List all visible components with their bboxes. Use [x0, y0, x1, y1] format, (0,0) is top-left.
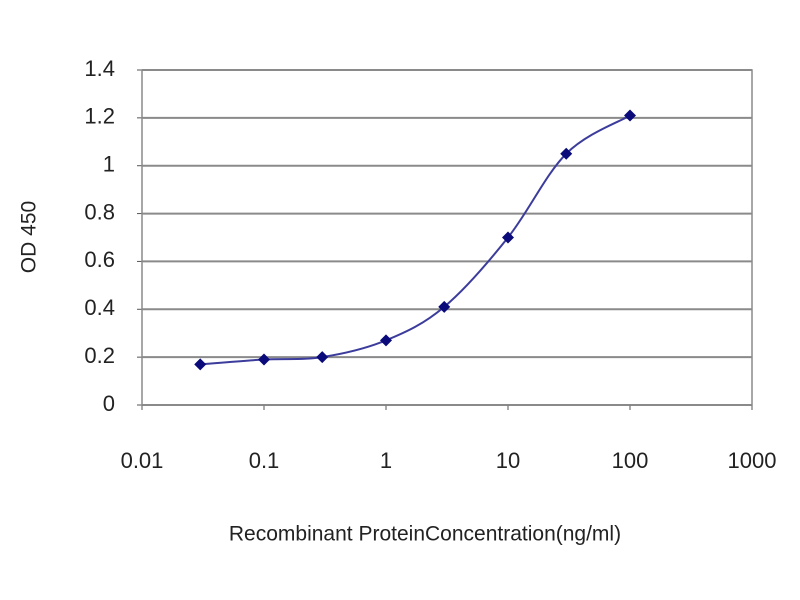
x-tick-label: 100: [612, 448, 649, 473]
marker: [316, 351, 329, 364]
marker: [560, 147, 573, 160]
y-tick-label: 0.8: [84, 199, 115, 224]
x-tick-label: 1: [380, 448, 392, 473]
x-tick-label: 0.01: [121, 448, 164, 473]
x-axis-label: Recombinant ProteinConcentration(ng/ml): [229, 523, 621, 546]
marker: [624, 109, 636, 122]
x-tick-label: 0.1: [249, 448, 280, 473]
marker: [438, 300, 451, 313]
y-tick-label: 0.2: [84, 343, 115, 368]
y-axis-label: OD 450: [18, 201, 41, 273]
y-tick-label: 1: [103, 152, 115, 177]
marker: [258, 353, 270, 366]
x-tick-label: 1000: [728, 448, 777, 473]
plot-frame: [141, 69, 753, 406]
y-tick-label: 1.4: [84, 56, 115, 81]
y-tick-label: 1.2: [84, 104, 115, 129]
marker: [194, 358, 207, 371]
y-tick-label: 0.4: [84, 295, 115, 320]
series-line: [200, 114, 631, 366]
x-tick-label: 10: [496, 448, 520, 473]
y-tick-label: 0: [103, 391, 115, 416]
y-tick-label: 0.6: [84, 247, 115, 272]
marker: [502, 231, 514, 244]
marker: [380, 334, 392, 347]
